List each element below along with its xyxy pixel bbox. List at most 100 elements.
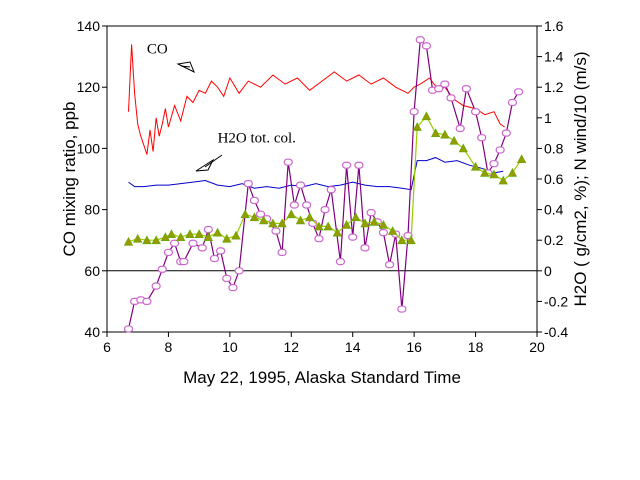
x-axis-title: May 22, 1995, Alaska Standard Time [183,368,461,387]
data-point [133,233,143,243]
y-axis-right: -0.4 -0.2 0 0.2 0.4 0.6 0.8 1 1.2 1.4 1.6 [537,18,568,340]
data-point [366,209,376,217]
data-point [489,160,499,168]
data-point [203,225,213,234]
data-point [369,216,379,226]
data-point [513,88,524,96]
data-point [314,235,324,243]
data-point [421,111,432,121]
data-point [326,186,336,194]
x-axis: 6 8 10 12 14 16 18 20 [103,332,545,355]
data-point [166,229,177,238]
data-point [449,135,459,145]
data-point [160,232,171,242]
data-point [222,233,232,243]
data-point [228,284,238,292]
y-left-tick-label: 120 [77,79,101,95]
y-left-tick-label: 100 [77,140,101,156]
data-point [320,206,330,214]
series-layer [123,36,527,333]
data-point [378,228,389,237]
data-point [403,232,413,240]
data-point [209,254,220,263]
x-tick-label: 14 [345,339,361,355]
data-point [197,244,207,252]
data-point [277,218,287,228]
x-tick-label: 10 [222,339,238,355]
data-point [341,161,352,169]
annotation-label: H2O tot. col. [218,130,296,146]
x-tick-label: 6 [103,339,111,355]
data-point [455,124,465,133]
data-point [286,209,296,219]
data-point [507,98,518,107]
y-right-tick-label: 1.6 [544,18,564,34]
data-point [295,215,306,225]
series-3 [123,111,527,246]
data-point [268,218,278,228]
data-point [234,267,244,275]
annotation-arrow-stem [204,154,223,168]
data-point [194,229,204,238]
y-right-tick-label: -0.2 [544,293,568,309]
data-point [249,212,260,222]
data-point [231,230,241,240]
data-point [142,297,152,305]
data-point [470,161,481,171]
x-tick-label: 20 [529,339,545,355]
data-point [185,229,195,238]
y-right-tick-label: 0.6 [544,171,564,187]
series-line [127,38,520,330]
data-point [501,129,511,137]
data-point [446,94,456,102]
series-2 [123,36,524,333]
y-right-tick-label: 1.2 [544,79,564,95]
y-left-tick-label: 40 [84,324,100,340]
data-point [258,215,269,225]
data-point [415,36,425,44]
data-point [360,244,370,252]
data-point [507,168,518,177]
y-right-tick-label: 0 [544,263,552,279]
y-right-tick-label: 1.4 [544,49,564,65]
x-tick-label: 18 [468,339,484,355]
data-point [440,80,450,88]
data-point [489,169,499,179]
y-left-tick-label: 140 [77,18,101,34]
data-point [409,108,419,116]
data-point [498,175,508,185]
y-axis-left-title: CO mixing ratio, ppb [60,102,79,257]
data-point [351,212,361,222]
data-point [384,261,395,269]
data-point [314,221,324,231]
data-point [283,158,293,166]
y-axis-left: 40 60 80 100 120 140 [77,18,107,340]
y-right-tick-label: -0.4 [544,324,568,340]
data-point [461,85,471,93]
data-point [142,235,152,245]
series-line [128,157,504,191]
data-point [157,265,167,273]
data-point [249,196,260,205]
series-1 [128,157,504,191]
data-point [277,248,287,257]
data-point [212,227,223,237]
data-point [123,236,134,246]
y-left-tick-label: 80 [84,202,100,218]
data-point [188,239,198,247]
y-axis-right-title: H2O ( g/cm2, %); N wind/10 (m/s) [571,51,590,306]
data-point [123,325,134,333]
annotation-arrow-stem [180,65,191,68]
data-point [323,221,333,231]
data-point [421,42,432,50]
y-right-tick-label: 0.2 [544,232,564,248]
x-tick-label: 8 [165,339,173,355]
data-point [222,274,232,283]
data-point [240,209,250,219]
data-point [470,108,481,116]
data-point [387,226,398,235]
data-point [341,220,352,229]
y-left-tick-label: 60 [84,263,100,279]
data-point [412,122,422,131]
